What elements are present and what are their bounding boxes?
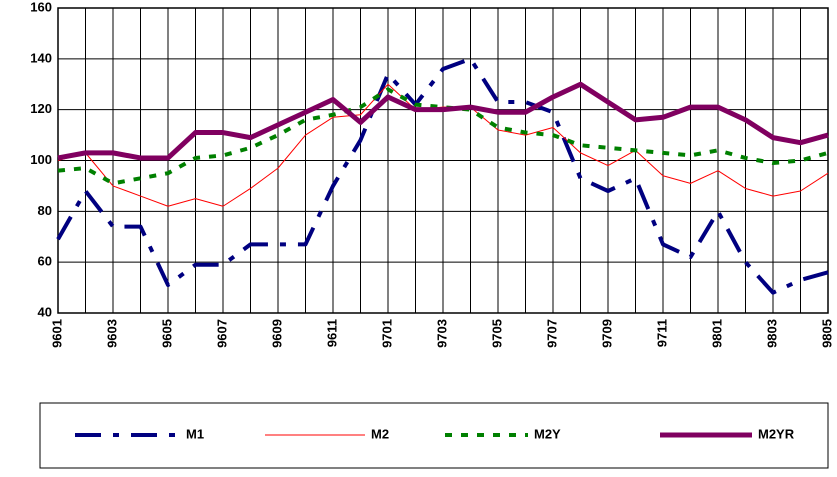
y-tick-label: 160 <box>30 0 52 14</box>
x-tick-label: 9805 <box>819 319 834 348</box>
x-tick-label: 9803 <box>764 319 779 348</box>
y-tick-label: 140 <box>30 50 52 65</box>
legend-box <box>39 402 829 469</box>
x-tick-label: 9611 <box>324 319 339 347</box>
x-tick-label: 9709 <box>599 319 614 348</box>
series-line <box>56 56 829 295</box>
y-tick-label: 100 <box>30 152 52 167</box>
x-tick-label: 9609 <box>269 319 284 348</box>
x-tick-label: 9707 <box>544 319 559 348</box>
legend-label: M1 <box>186 426 204 441</box>
series-line <box>57 81 829 161</box>
x-tick-label: 9711 <box>654 319 669 347</box>
legend-label: M2 <box>371 426 389 441</box>
series-line <box>57 83 829 207</box>
series-line <box>57 87 829 186</box>
legend-label: M2YR <box>758 426 795 441</box>
x-tick-label: 9703 <box>434 319 449 348</box>
x-tick-label: 9605 <box>159 319 174 348</box>
y-tick-label: 120 <box>30 101 52 116</box>
y-tick-label: 40 <box>38 304 52 319</box>
x-tick-label: 9701 <box>379 319 394 348</box>
x-tick-label: 9603 <box>104 319 119 348</box>
x-tick-label: 9607 <box>214 319 229 348</box>
x-tick-label: 9705 <box>489 319 504 348</box>
y-tick-label: 80 <box>38 203 52 218</box>
y-tick-label: 60 <box>38 254 52 269</box>
x-tick-label: 9601 <box>49 319 64 348</box>
legend-label: M2Y <box>534 426 561 441</box>
x-tick-label: 9801 <box>709 319 724 348</box>
